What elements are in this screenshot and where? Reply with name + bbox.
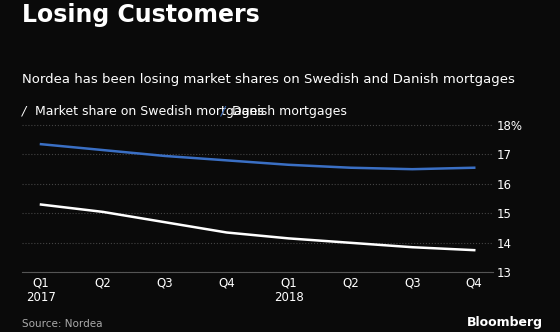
Text: Bloomberg: Bloomberg bbox=[467, 316, 543, 329]
Text: /: / bbox=[221, 105, 230, 118]
Text: Source: Nordea: Source: Nordea bbox=[22, 319, 103, 329]
Text: Nordea has been losing market shares on Swedish and Danish mortgages: Nordea has been losing market shares on … bbox=[22, 73, 515, 86]
Text: Market share on Swedish mortgages: Market share on Swedish mortgages bbox=[35, 105, 264, 118]
Text: Losing Customers: Losing Customers bbox=[22, 3, 260, 27]
Text: Danish mortgages: Danish mortgages bbox=[232, 105, 347, 118]
Text: /: / bbox=[22, 105, 31, 118]
